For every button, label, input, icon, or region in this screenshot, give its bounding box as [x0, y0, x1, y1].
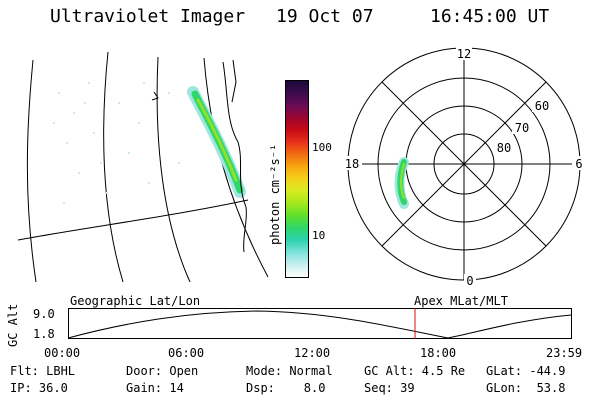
instrument-title: Ultraviolet Imager	[50, 6, 246, 27]
timeline-left-label: Geographic Lat/Lon	[70, 294, 201, 308]
info-glon: GLon: 53.8	[486, 381, 566, 395]
colorbar	[285, 80, 309, 278]
map-aurora-oval	[187, 86, 246, 198]
timeline-x-label-1200: 12:00	[294, 346, 331, 360]
timeline-x-label-2359: 23:59	[546, 346, 583, 360]
mlt-label-6: 6	[575, 157, 582, 171]
date-label: 19 Oct 07	[276, 6, 374, 27]
info-gain: Gain: 14	[126, 381, 184, 395]
map-noise-speckle	[53, 82, 180, 204]
timeline-x-label-1800: 18:00	[420, 346, 457, 360]
polar-axis-diag2	[381, 81, 547, 247]
altitude-curve	[68, 310, 572, 339]
info-door: Door: Open	[126, 364, 199, 378]
timeline-y-label-top: 9.0	[33, 307, 55, 321]
polar-aurora	[394, 157, 409, 209]
map-grid-lines	[18, 52, 269, 282]
mlt-label-12: 12	[457, 47, 471, 61]
time-label: 16:45:00 UT	[430, 6, 550, 27]
colorbar-tick-100: 100	[312, 141, 332, 154]
lat-label-60: 60	[535, 99, 549, 113]
mlt-label-0: 0	[466, 274, 473, 286]
timeline-axis-title: GC Alt	[6, 303, 20, 347]
polar-plot: 12 18 6 0 60 70 80	[342, 46, 586, 286]
timeline-right-label: Apex MLat/MLT	[414, 294, 508, 308]
coastline	[151, 59, 247, 253]
timeline-x-label-0600: 06:00	[168, 346, 205, 360]
mlt-label-18: 18	[345, 157, 359, 171]
lat-label-70: 70	[515, 121, 529, 135]
timeline-x-label-0000: 00:00	[44, 346, 81, 360]
info-dsp: Dsp: 8.0	[246, 381, 326, 395]
info-gc-alt: GC Alt: 4.5 Re	[364, 364, 466, 378]
altitude-timeline	[68, 308, 572, 339]
info-glat: GLat: -44.9	[486, 364, 566, 378]
info-mode: Mode: Normal	[246, 364, 333, 378]
info-ip: IP: 36.0	[10, 381, 68, 395]
timeline-frame	[68, 308, 572, 339]
info-filter: Flt: LBHL	[10, 364, 76, 378]
timeline-y-label-bottom: 1.8	[33, 327, 55, 341]
colorbar-tick-10: 10	[312, 229, 326, 242]
colorbar-unit-label: photon cm⁻²s⁻¹	[268, 143, 282, 245]
info-seq: Seq: 39	[364, 381, 415, 395]
lat-label-80: 80	[497, 141, 511, 155]
geographic-map	[18, 52, 269, 282]
